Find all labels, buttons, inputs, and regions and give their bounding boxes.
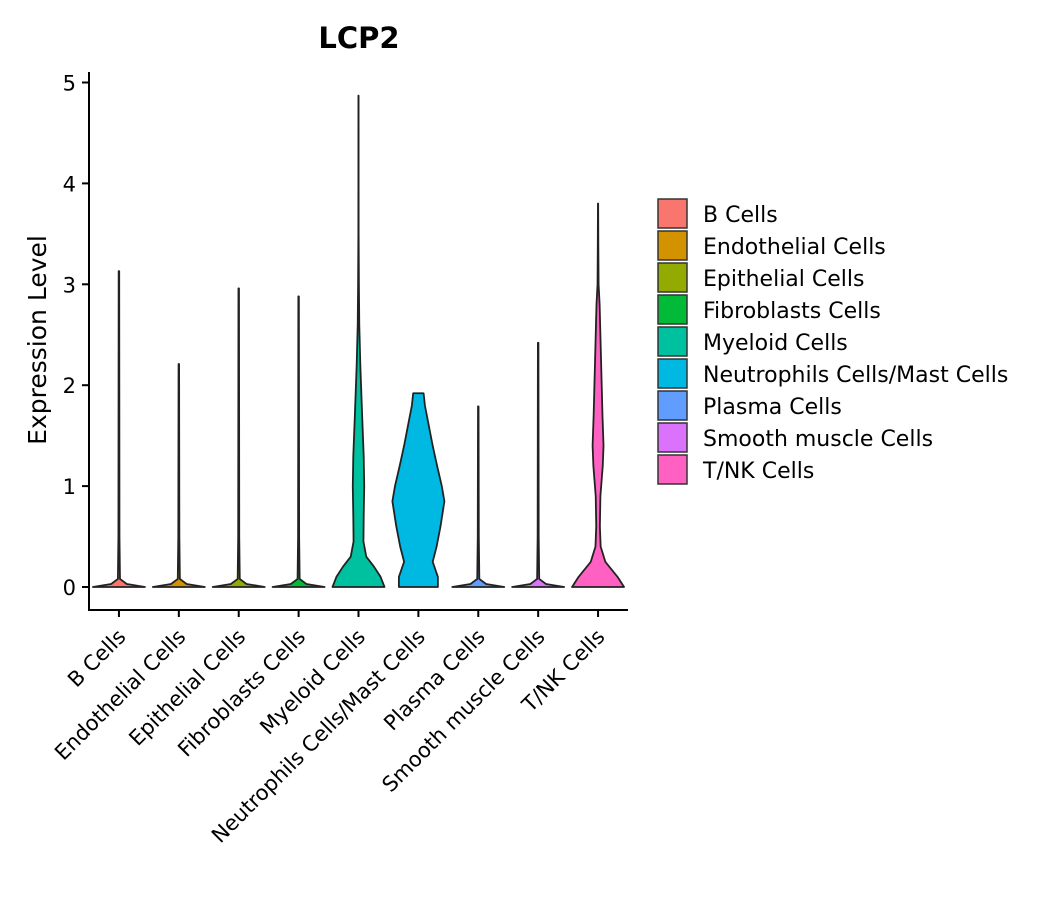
x-tick-label: Myeloid Cells xyxy=(255,625,370,740)
violin xyxy=(451,405,506,588)
legend-label: Myeloid Cells xyxy=(703,331,848,356)
legend: B Cells Endothelial Cells Epithelial Cells… xyxy=(657,198,1008,485)
legend-swatch xyxy=(657,294,688,325)
y-tick-label: 3 xyxy=(63,273,76,297)
y-tick-label: 0 xyxy=(63,576,76,600)
legend-label: Plasma Cells xyxy=(703,395,842,420)
legend-label: Epithelial Cells xyxy=(703,267,864,292)
chart-title: LCP2 xyxy=(318,21,399,55)
legend-swatch xyxy=(657,390,688,421)
y-tick-label: 2 xyxy=(63,374,76,398)
legend-swatch xyxy=(657,454,688,485)
legend-label: Neutrophils Cells/Mast Cells xyxy=(703,363,1008,388)
legend-swatch xyxy=(657,262,688,293)
violins xyxy=(92,94,625,588)
legend-swatch xyxy=(657,230,688,261)
violin xyxy=(511,341,566,588)
y-tick-label: 1 xyxy=(63,475,76,499)
legend-label: Fibroblasts Cells xyxy=(703,299,881,324)
legend-swatch xyxy=(657,198,688,229)
legend-label: Smooth muscle Cells xyxy=(703,427,933,452)
legend-swatch xyxy=(657,326,688,357)
legend-swatch xyxy=(657,422,688,453)
y-tick-label: 5 xyxy=(63,72,76,96)
violin xyxy=(151,363,206,588)
y-axis-label: Expression Level xyxy=(23,235,52,445)
legend-label: T/NK Cells xyxy=(702,459,814,484)
y-tick-label: 4 xyxy=(63,172,76,196)
violin xyxy=(271,295,326,588)
violin xyxy=(211,287,266,588)
violin xyxy=(92,270,146,588)
legend-swatch xyxy=(657,358,688,389)
violin xyxy=(331,94,386,588)
legend-label: Endothelial Cells xyxy=(703,235,886,260)
y-axis-ticks: 0 1 2 3 4 5 xyxy=(63,72,89,600)
legend-label: B Cells xyxy=(703,203,778,228)
violin xyxy=(571,202,625,588)
violin xyxy=(391,392,446,588)
